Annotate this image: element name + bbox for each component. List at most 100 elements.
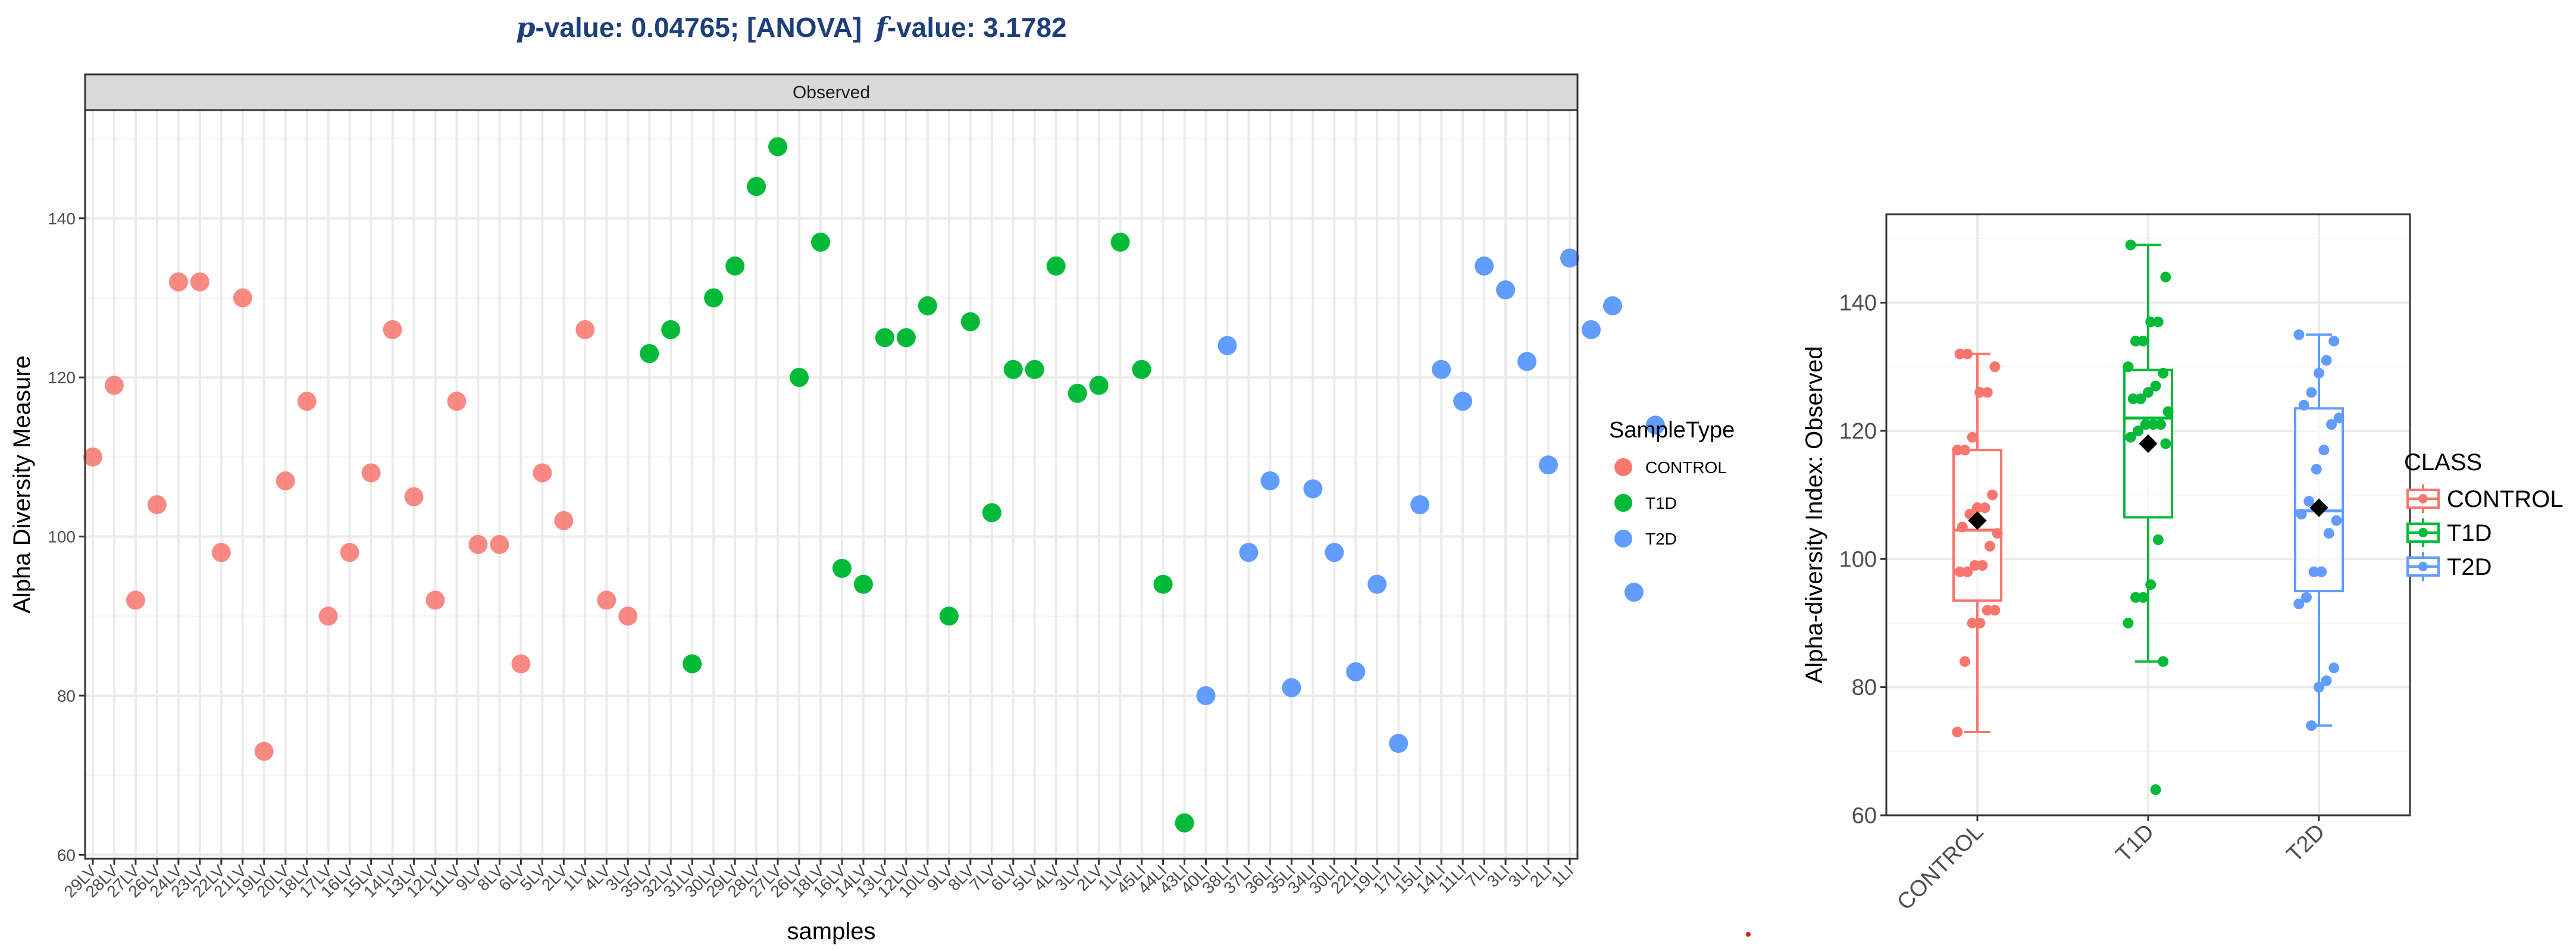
scatter-point-t1d — [832, 559, 852, 578]
box-point-control — [1969, 560, 1980, 571]
box-point-t2d — [2293, 598, 2305, 609]
box-point-t2d — [2333, 412, 2345, 424]
scatter-point-t1d — [704, 288, 724, 308]
scatter-point-control — [211, 543, 231, 562]
box-point-t2d — [2323, 528, 2334, 539]
box-point-t2d — [2331, 515, 2342, 526]
scatter-point-control — [597, 590, 616, 610]
boxplot-y-axis: 60 80 100 120 140 — [1839, 291, 1886, 828]
scatter-point-control — [83, 447, 102, 467]
scatter-point-t1d — [1153, 574, 1173, 594]
scatter-y-tick-label: 140 — [48, 209, 76, 228]
box-point-control — [1977, 560, 1988, 571]
scatter-point-t2d — [1624, 583, 1644, 602]
box-point-t1d — [2125, 239, 2136, 251]
box-point-t1d — [2152, 534, 2164, 545]
boxplot-boxes — [1952, 239, 2345, 795]
scatter-point-t1d — [853, 574, 873, 594]
box-point-t2d — [2314, 681, 2324, 693]
scatter-point-t2d — [1346, 662, 1366, 681]
box-point-control — [1989, 361, 2001, 373]
box-point-t1d — [2127, 393, 2139, 405]
scatter-point-t2d — [1196, 686, 1216, 705]
scatter-point-t1d — [1110, 232, 1130, 252]
boxplot-y-tick-label: 120 — [1839, 419, 1877, 444]
scatter-panel-border — [84, 109, 1579, 860]
scatter-point-control — [554, 511, 574, 530]
boxplot-x-tick-label: T2D — [2282, 819, 2330, 867]
box-point-t1d — [2123, 361, 2134, 373]
scatter-point-t2d — [1581, 320, 1601, 339]
box-point-control — [1974, 387, 1986, 398]
scatter-y-tick-label: 60 — [57, 846, 76, 864]
scatter-x-tick-label: 1LI — [1548, 861, 1577, 890]
boxplot-y-tick-label: 60 — [1852, 803, 1877, 828]
scatter-point-t2d — [1496, 280, 1516, 300]
box-point-control — [1985, 540, 1995, 552]
box-t1d — [2123, 239, 2174, 795]
scatter-point-control — [511, 654, 531, 674]
box-point-control — [1989, 605, 2001, 616]
scatter-point-t2d — [1282, 678, 1301, 697]
box-point-t1d — [2155, 419, 2166, 430]
box-point-control — [1962, 566, 1973, 577]
stray-red-dot — [1746, 932, 1751, 937]
box-point-control — [1982, 387, 1993, 398]
scatter-point-control — [575, 320, 595, 339]
box-point-control — [1974, 617, 1986, 628]
box-point-control — [1982, 605, 1993, 616]
scatter-point-t2d — [1303, 479, 1323, 499]
box-point-t2d — [2293, 329, 2305, 340]
box-point-t1d — [2130, 336, 2141, 347]
boxplot-panel: 60 80 100 120 140 CONTROL T1D T2D Alpha-divers… — [1801, 213, 2411, 915]
boxplot-legend-label-t2d: T2D — [2447, 554, 2492, 580]
box-point-t1d — [2130, 592, 2141, 603]
scatter-point-control — [190, 272, 209, 292]
scatter-point-t2d — [1475, 256, 1494, 276]
scatter-point-t2d — [1432, 359, 1451, 379]
box-point-control — [1979, 502, 1990, 514]
box-mean-diamond — [2309, 498, 2328, 517]
box-point-t2d — [2311, 464, 2322, 475]
scatter-y-axis-title: Alpha Diversity Measure — [9, 355, 35, 614]
scatter-legend-label-control: CONTROL — [1645, 458, 1727, 477]
scatter-gridlines — [85, 110, 1577, 859]
scatter-point-t2d — [1539, 455, 1558, 475]
scatter-point-control — [126, 590, 145, 610]
scatter-legend-label-t2d: T2D — [1645, 530, 1677, 548]
box-mean-diamond — [1968, 511, 1987, 530]
box-point-t2d — [2306, 387, 2317, 398]
box-point-t1d — [2160, 271, 2171, 283]
box-point-t1d — [2145, 579, 2156, 590]
box-point-t1d — [2125, 431, 2136, 443]
scatter-legend-title: SampleType — [1609, 418, 1735, 443]
boxplot-x-tick-label: CONTROL — [1892, 819, 1988, 915]
box-point-t1d — [2123, 617, 2134, 628]
boxplot-y-tick-label: 100 — [1839, 547, 1877, 572]
scatter-point-t1d — [768, 137, 788, 157]
scatter-point-control — [104, 376, 124, 395]
boxplot-y-tick-label: 140 — [1839, 291, 1877, 316]
box-point-control — [1972, 502, 1983, 514]
boxplot-legend: CLASS CONTROL T1D T2D — [2404, 449, 2564, 581]
box-point-control — [1954, 348, 1965, 359]
box-point-t1d — [2152, 316, 2164, 327]
scatter-point-t1d — [683, 654, 702, 674]
scatter-point-t2d — [1453, 392, 1473, 411]
box-point-t2d — [2301, 592, 2312, 603]
box-point-t1d — [2162, 406, 2174, 417]
boxplot-y-tick-label: 80 — [1852, 675, 1877, 700]
scatter-y-tick-label: 120 — [48, 368, 76, 387]
box-point-t1d — [2158, 656, 2169, 667]
box-point-t2d — [2314, 368, 2324, 379]
box-point-t2d — [2308, 566, 2320, 577]
box-point-control — [1962, 348, 1973, 359]
scatter-point-t2d — [1517, 352, 1537, 371]
box-point-control — [1954, 566, 1965, 577]
scatter-point-t2d — [1389, 734, 1408, 753]
box-t2d — [2293, 329, 2345, 731]
scatter-point-t1d — [790, 368, 809, 387]
boxplot-panel-border — [1885, 213, 2411, 817]
scatter-point-t2d — [1602, 296, 1622, 315]
scatter-point-t1d — [640, 344, 659, 364]
